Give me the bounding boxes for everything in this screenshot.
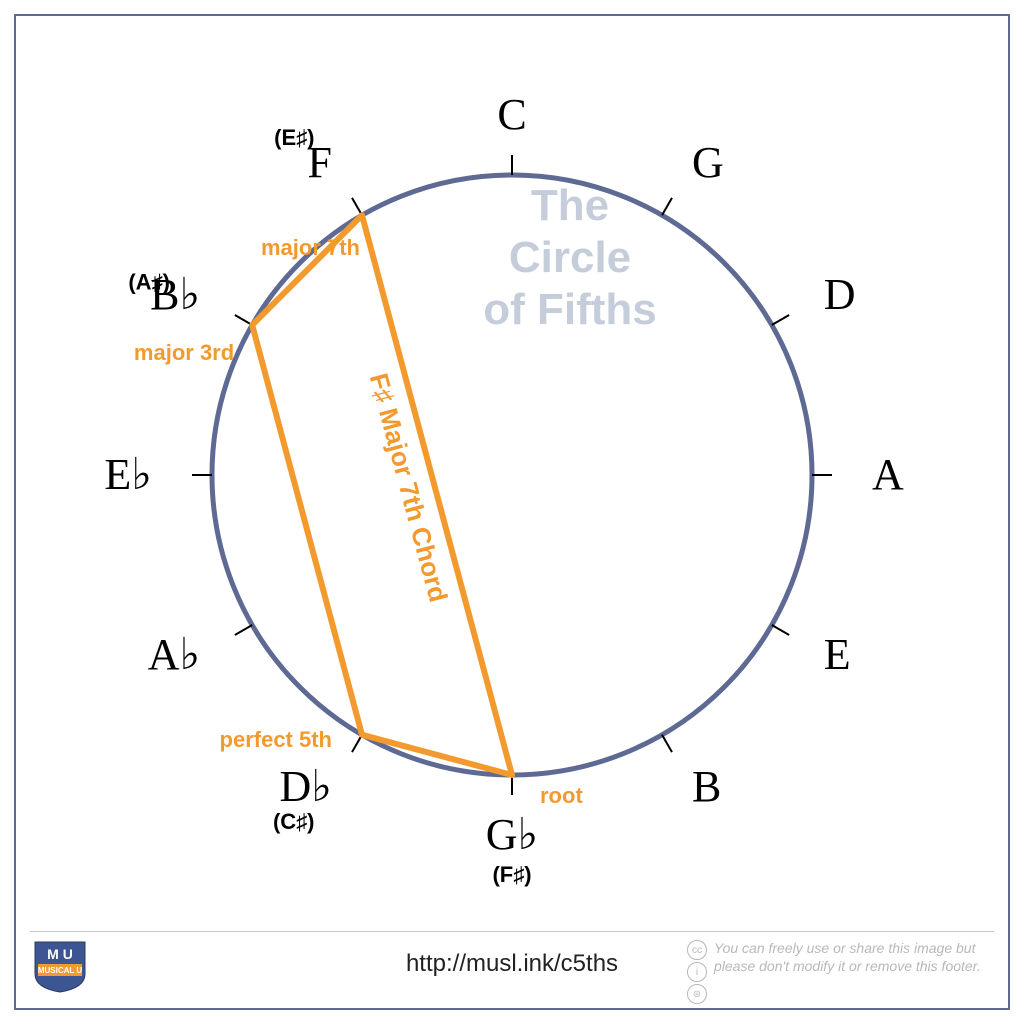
tick [662,198,672,215]
note-label: E♭ [104,450,152,499]
interval-label: major 3rd [134,340,234,365]
note-label: E [824,630,851,679]
footer-license-note: You can freely use or share this image b… [714,940,994,975]
note-label: B [692,762,721,811]
enharmonic-label: (C♯) [273,809,315,834]
note-label: D [824,270,856,319]
tick [662,735,672,752]
note-label: A♭ [148,630,201,679]
footer: M U MUSICAL U http://musl.ink/c5ths cci⊜… [30,931,994,1002]
tick [772,315,789,325]
note-label: C [497,90,526,139]
tick [772,625,789,635]
interval-label: perfect 5th [220,727,332,752]
chord-polygon [252,215,512,775]
diagram-title: Circle [509,233,631,282]
enharmonic-label: (A♯) [128,270,170,295]
enharmonic-label: (E♯) [274,125,314,150]
diagram-title: The [531,181,609,230]
note-label: A [872,450,904,499]
cc-icons: cci⊜ [687,940,709,1006]
note-label: D♭ [279,762,332,811]
chord-name: F♯ Major 7th Chord [364,370,454,605]
circle-of-fifths-svg: TheCircleof Fifths C G D A E B G♭ (F♯) D♭(C♯) A♭ E♭… [0,0,1024,1024]
interval-label: root [540,783,583,808]
note-label: G♭ [486,810,539,859]
interval-label: major 7th [261,235,360,260]
note-label: G [692,138,724,187]
tick [235,625,252,635]
enharmonic-label: (F♯) [492,862,531,887]
diagram-title: of Fifths [483,285,657,334]
